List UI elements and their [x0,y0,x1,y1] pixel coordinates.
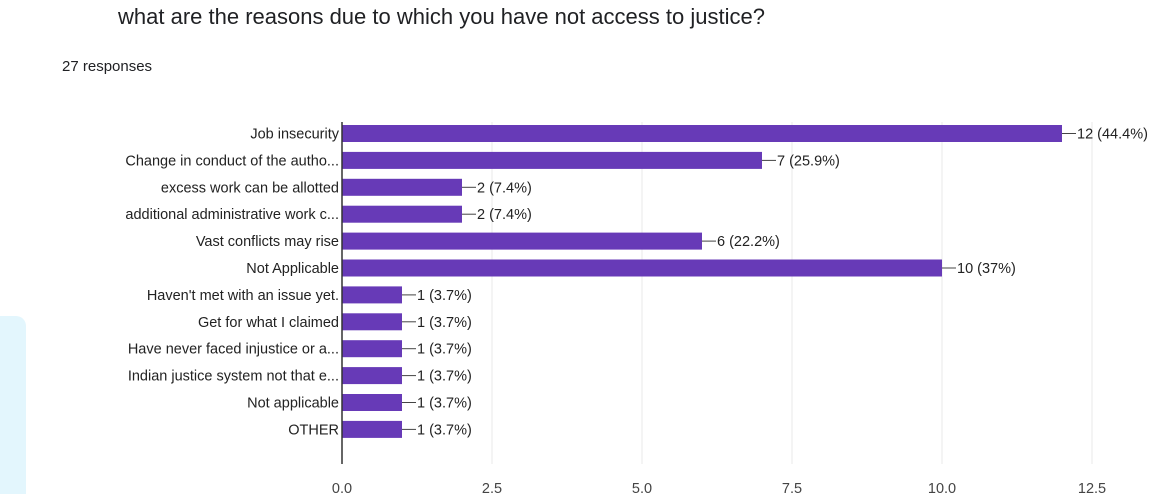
category-label: Change in conduct of the autho... [125,153,339,169]
category-label: OTHER [288,422,339,438]
bar [342,313,402,331]
bar [342,232,702,250]
bar [342,259,942,277]
bar [342,367,402,385]
response-count: 27 responses [62,58,153,75]
data-label: 6 (22.2%) [717,234,780,250]
data-label: 1 (3.7%) [417,422,472,438]
bar [342,340,402,358]
category-label: additional administrative work c... [125,207,339,223]
bar [342,125,1062,142]
bar [342,420,402,438]
x-tick-label: 7.5 [782,481,802,497]
x-tick-label: 0.0 [332,481,352,497]
bar [342,286,402,304]
question-title: what are the reasons due to which you ha… [118,4,765,29]
category-label: Vast conflicts may rise [196,234,339,250]
bar [342,151,762,169]
data-label: 2 (7.4%) [477,207,532,223]
x-tick-label: 5.0 [632,481,652,497]
category-label: Get for what I claimed [198,315,339,331]
category-label: excess work can be allotted [161,180,339,196]
data-label: 1 (3.7%) [417,315,472,331]
category-label: Haven't met with an issue yet. [147,288,339,304]
category-label: Have never faced injustice or a... [128,342,339,358]
data-label: 10 (37%) [957,261,1016,277]
data-label: 1 (3.7%) [417,342,472,358]
x-tick-label: 10.0 [928,481,956,497]
category-label: Indian justice system not that e... [128,369,339,385]
x-tick-label: 2.5 [482,481,502,497]
data-label: 1 (3.7%) [417,288,472,304]
category-label: Job insecurity [250,127,339,143]
side-accent-decoration [0,316,26,494]
data-label: 1 (3.7%) [417,369,472,385]
data-label: 7 (25.9%) [777,153,840,169]
data-label: 12 (44.4%) [1077,127,1148,143]
data-label: 2 (7.4%) [477,180,532,196]
data-label: 1 (3.7%) [417,396,472,412]
x-tick-label: 12.5 [1078,481,1106,497]
bar [342,178,462,196]
category-label: Not applicable [247,396,339,412]
bar [342,205,462,223]
bar [342,394,402,411]
category-label: Not Applicable [246,261,339,277]
